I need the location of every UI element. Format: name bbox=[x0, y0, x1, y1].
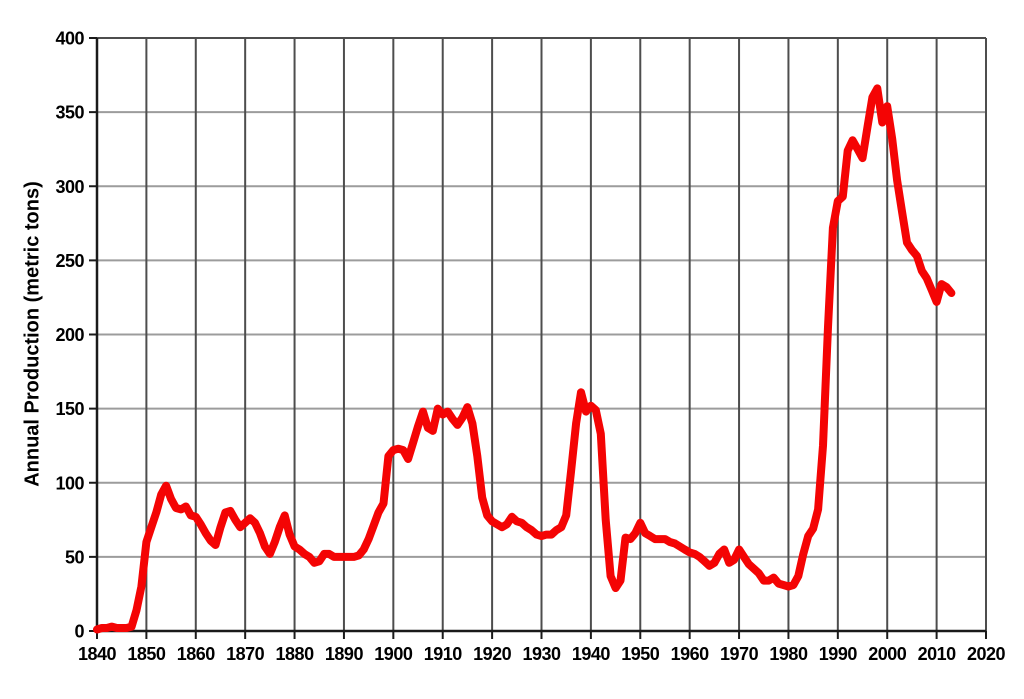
production-line bbox=[93, 84, 956, 634]
x-tick-label: 1950 bbox=[621, 644, 660, 664]
x-tick-label: 1970 bbox=[720, 644, 759, 664]
x-tick-label: 1920 bbox=[473, 644, 512, 664]
y-tick-label: 400 bbox=[55, 29, 84, 49]
x-tick-label: 2010 bbox=[918, 644, 957, 664]
x-tick-label: 1910 bbox=[424, 644, 463, 664]
x-tick-label: 1840 bbox=[78, 644, 117, 664]
x-tick-label: 1890 bbox=[325, 644, 364, 664]
x-tick-label: 1860 bbox=[177, 644, 216, 664]
y-tick-label: 0 bbox=[74, 622, 84, 642]
y-tick-label: 350 bbox=[55, 103, 84, 123]
y-tick-label: 200 bbox=[55, 325, 84, 345]
y-tick-label: 300 bbox=[55, 177, 84, 197]
y-tick-label: 150 bbox=[55, 399, 84, 419]
x-tick-label: 1930 bbox=[522, 644, 561, 664]
y-tick-label: 100 bbox=[55, 473, 84, 493]
x-tick-label: 2000 bbox=[868, 644, 907, 664]
x-tick-label: 1880 bbox=[276, 644, 315, 664]
y-axis-title: Annual Production (metric tons) bbox=[21, 181, 44, 487]
x-tick-label: 1850 bbox=[127, 644, 166, 664]
x-tick-label: 2020 bbox=[967, 644, 1006, 664]
x-tick-label: 1980 bbox=[769, 644, 808, 664]
x-tick-label: 1960 bbox=[671, 644, 710, 664]
x-tick-label: 1870 bbox=[226, 644, 265, 664]
x-tick-label: 1940 bbox=[572, 644, 611, 664]
y-tick-label: 250 bbox=[55, 251, 84, 271]
x-tick-label: 1990 bbox=[819, 644, 858, 664]
x-tick-label: 1900 bbox=[374, 644, 413, 664]
y-tick-label: 50 bbox=[65, 547, 85, 567]
